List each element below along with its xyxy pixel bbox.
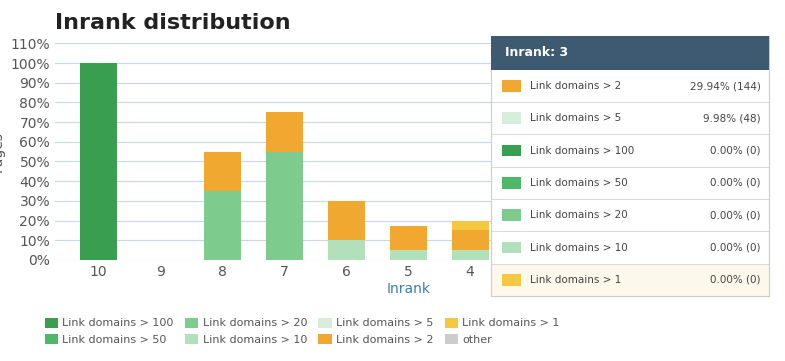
Text: Link domains > 1: Link domains > 1 bbox=[530, 275, 621, 285]
Text: Link domains > 100: Link domains > 100 bbox=[530, 145, 634, 156]
Bar bbox=[327, 240, 365, 260]
Text: Inrank distribution: Inrank distribution bbox=[55, 13, 290, 34]
FancyBboxPatch shape bbox=[491, 36, 769, 70]
Text: Link domains > 2: Link domains > 2 bbox=[530, 81, 621, 91]
FancyBboxPatch shape bbox=[502, 145, 521, 157]
Bar bbox=[265, 112, 303, 152]
Bar bbox=[203, 191, 241, 260]
Text: 0.00% (0): 0.00% (0) bbox=[710, 178, 761, 188]
Text: Inrank: 3: Inrank: 3 bbox=[505, 47, 568, 60]
Text: 29.94% (144): 29.94% (144) bbox=[690, 81, 761, 91]
Bar bbox=[80, 63, 117, 260]
Bar bbox=[451, 250, 489, 260]
FancyBboxPatch shape bbox=[491, 264, 769, 296]
Bar bbox=[327, 201, 365, 240]
Bar bbox=[699, 225, 736, 260]
Text: Link domains > 10: Link domains > 10 bbox=[530, 243, 627, 253]
FancyBboxPatch shape bbox=[502, 113, 521, 124]
Text: 9.98% (48): 9.98% (48) bbox=[703, 113, 761, 123]
Text: 0.00% (0): 0.00% (0) bbox=[710, 210, 761, 220]
Text: Link domains > 5: Link domains > 5 bbox=[530, 113, 621, 123]
Text: 0.00% (0): 0.00% (0) bbox=[710, 243, 761, 253]
Bar bbox=[389, 250, 427, 260]
Legend: Link domains > 100, Link domains > 50, Link domains > 20, Link domains > 10, Lin: Link domains > 100, Link domains > 50, L… bbox=[40, 313, 564, 349]
Bar bbox=[451, 230, 489, 250]
X-axis label: Inrank: Inrank bbox=[386, 282, 430, 296]
FancyBboxPatch shape bbox=[502, 242, 521, 253]
Y-axis label: Pages: Pages bbox=[0, 131, 5, 172]
Bar bbox=[451, 221, 489, 230]
Bar bbox=[265, 152, 303, 260]
Text: Link domains > 50: Link domains > 50 bbox=[530, 178, 627, 188]
FancyBboxPatch shape bbox=[502, 80, 521, 92]
Text: 0.00% (0): 0.00% (0) bbox=[710, 145, 761, 156]
Text: 0.00% (0): 0.00% (0) bbox=[710, 275, 761, 285]
Bar bbox=[203, 152, 241, 191]
FancyBboxPatch shape bbox=[502, 274, 521, 286]
Bar bbox=[389, 226, 427, 250]
FancyBboxPatch shape bbox=[502, 209, 521, 221]
Text: Link domains > 20: Link domains > 20 bbox=[530, 210, 627, 220]
FancyBboxPatch shape bbox=[502, 177, 521, 189]
